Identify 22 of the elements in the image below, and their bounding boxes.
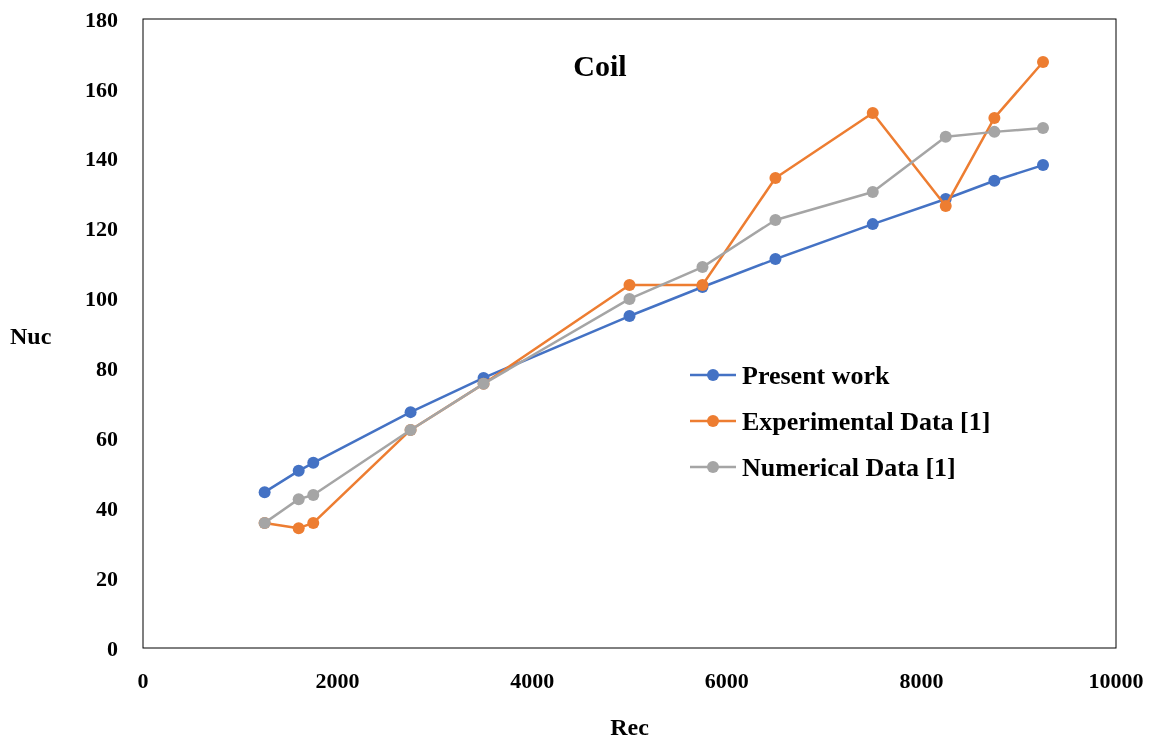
x-tick-label: 8000 — [899, 668, 944, 693]
x-tick-label: 2000 — [315, 668, 360, 693]
y-tick-label: 60 — [96, 426, 118, 452]
y-tick-label: 100 — [85, 286, 118, 312]
y-tick-label: 160 — [85, 76, 118, 102]
y-axis-title: Nuc — [10, 323, 52, 349]
y-tick-label: 20 — [96, 565, 118, 591]
x-tick-label: 10000 — [1088, 668, 1144, 693]
y-tick-label: 120 — [85, 216, 118, 242]
x-tick-label: 0 — [137, 668, 149, 693]
legend-label: Experimental Data [1] — [742, 407, 991, 437]
legend-label: Present work — [742, 361, 891, 391]
x-tick-label: 4000 — [510, 668, 555, 693]
x-tick-label: 6000 — [704, 668, 749, 693]
x-axis-title: Rec — [610, 714, 650, 740]
y-tick-label: 140 — [85, 146, 118, 172]
text: Coil — [573, 49, 627, 82]
legend-label: Numerical Data [1] — [742, 453, 956, 483]
y-tick-label: 180 — [85, 6, 118, 32]
y-tick-label: 40 — [96, 495, 118, 521]
y-tick-label: 80 — [96, 356, 118, 382]
y-tick-label: 0 — [107, 635, 118, 661]
